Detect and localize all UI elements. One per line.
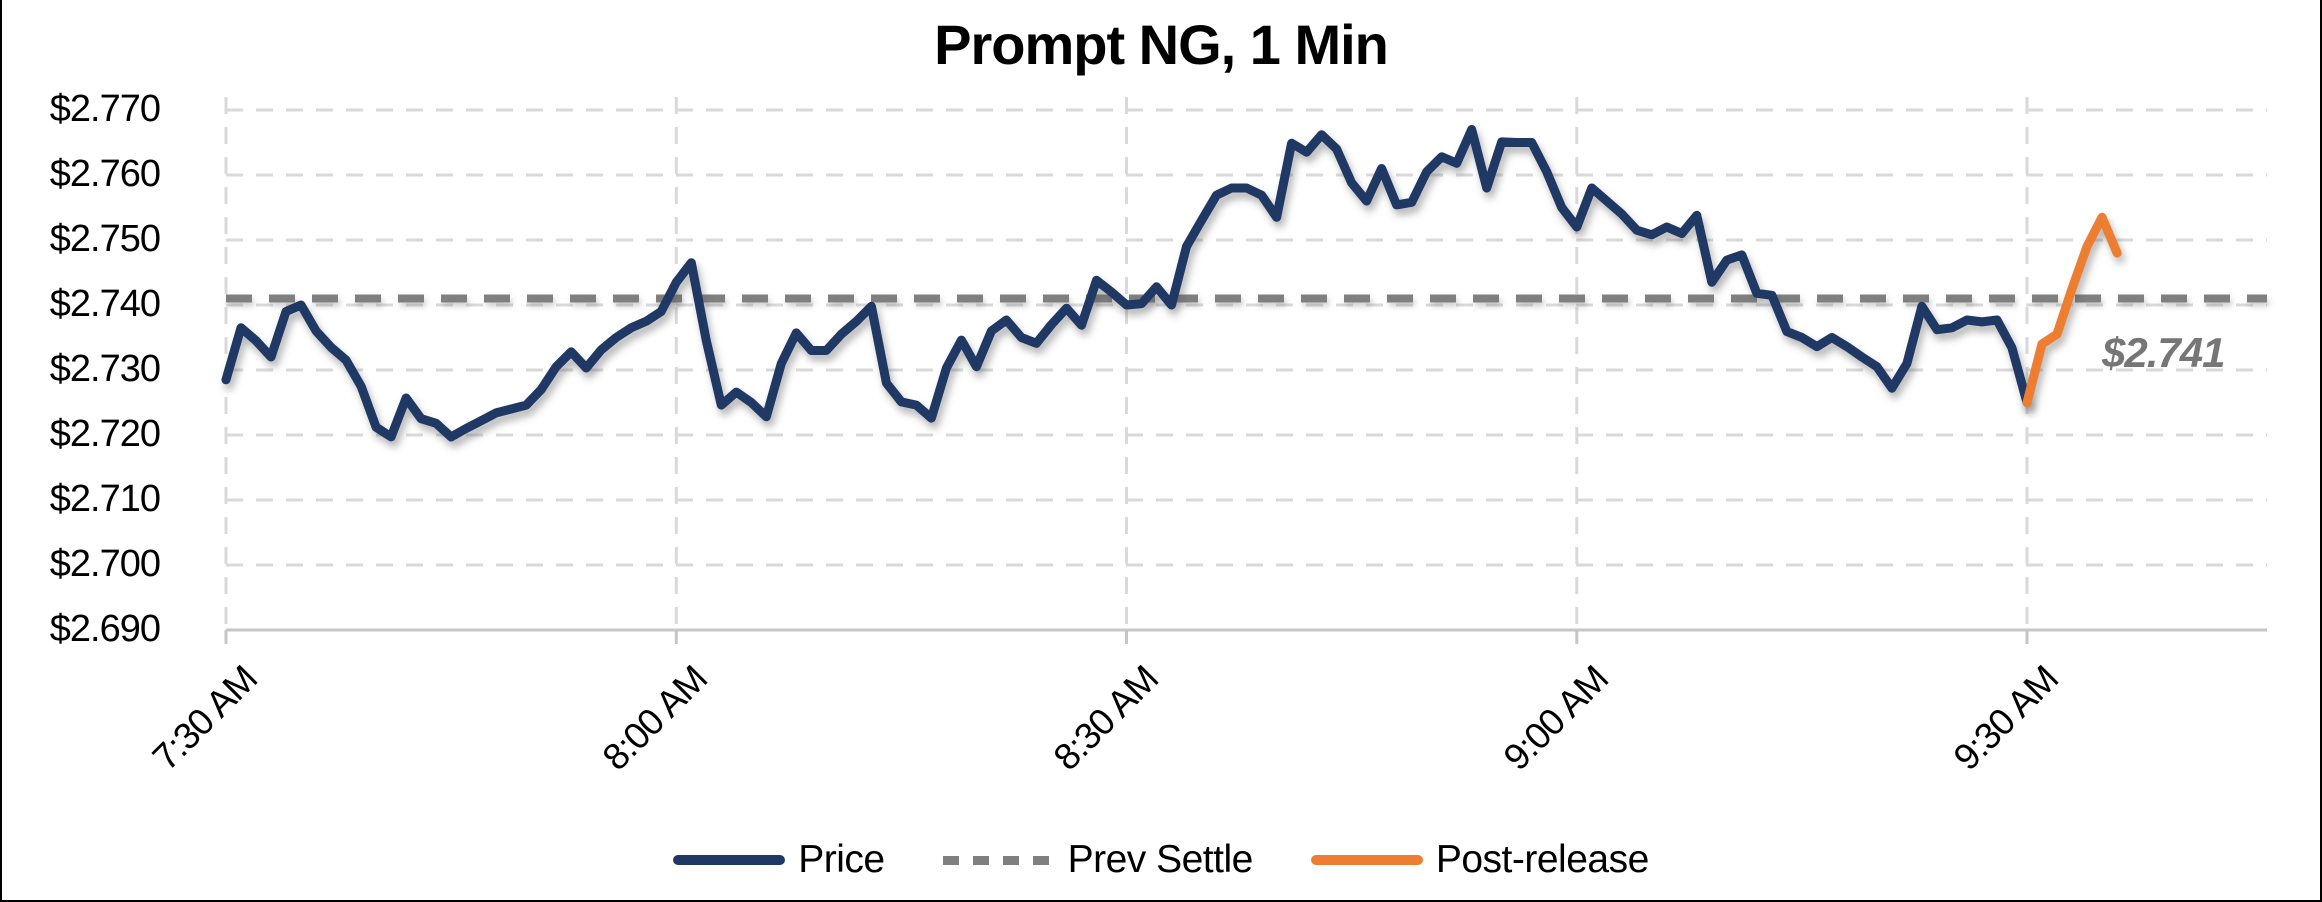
legend-label-price: Price [798,838,885,881]
legend-item-prev-settle: Prev Settle [942,838,1254,882]
y-axis-label: $2.710 [49,478,161,520]
chart-legend: Price Prev Settle Post-release [2,838,2320,882]
legend-item-price: Price [673,838,885,882]
y-axis-label: $2.760 [49,153,161,195]
prev-settle-dashed-swatch-icon [942,855,1055,865]
y-axis-label: $2.770 [49,88,161,130]
chart-title: Prompt NG, 1 Min [934,13,1389,76]
price-line [221,125,2032,442]
legend-item-post-release: Post-release [1310,838,1649,882]
legend-label-prev-settle: Prev Settle [1067,838,1254,881]
prev-settle-value-annotation: $2.741 [2102,329,2225,376]
y-axis-label: $2.690 [49,608,161,650]
post-release-line-swatch-icon [1310,855,1423,865]
legend-label-post-release: Post-release [1435,838,1649,881]
y-axis-label: $2.720 [49,413,161,455]
y-axis-label: $2.700 [49,543,161,585]
y-axis-label: $2.750 [49,218,161,260]
y-axis-label: $2.730 [49,348,161,390]
post-release-line [2022,212,2122,407]
price-line-swatch-icon [673,855,786,865]
y-axis-label: $2.740 [49,283,161,325]
